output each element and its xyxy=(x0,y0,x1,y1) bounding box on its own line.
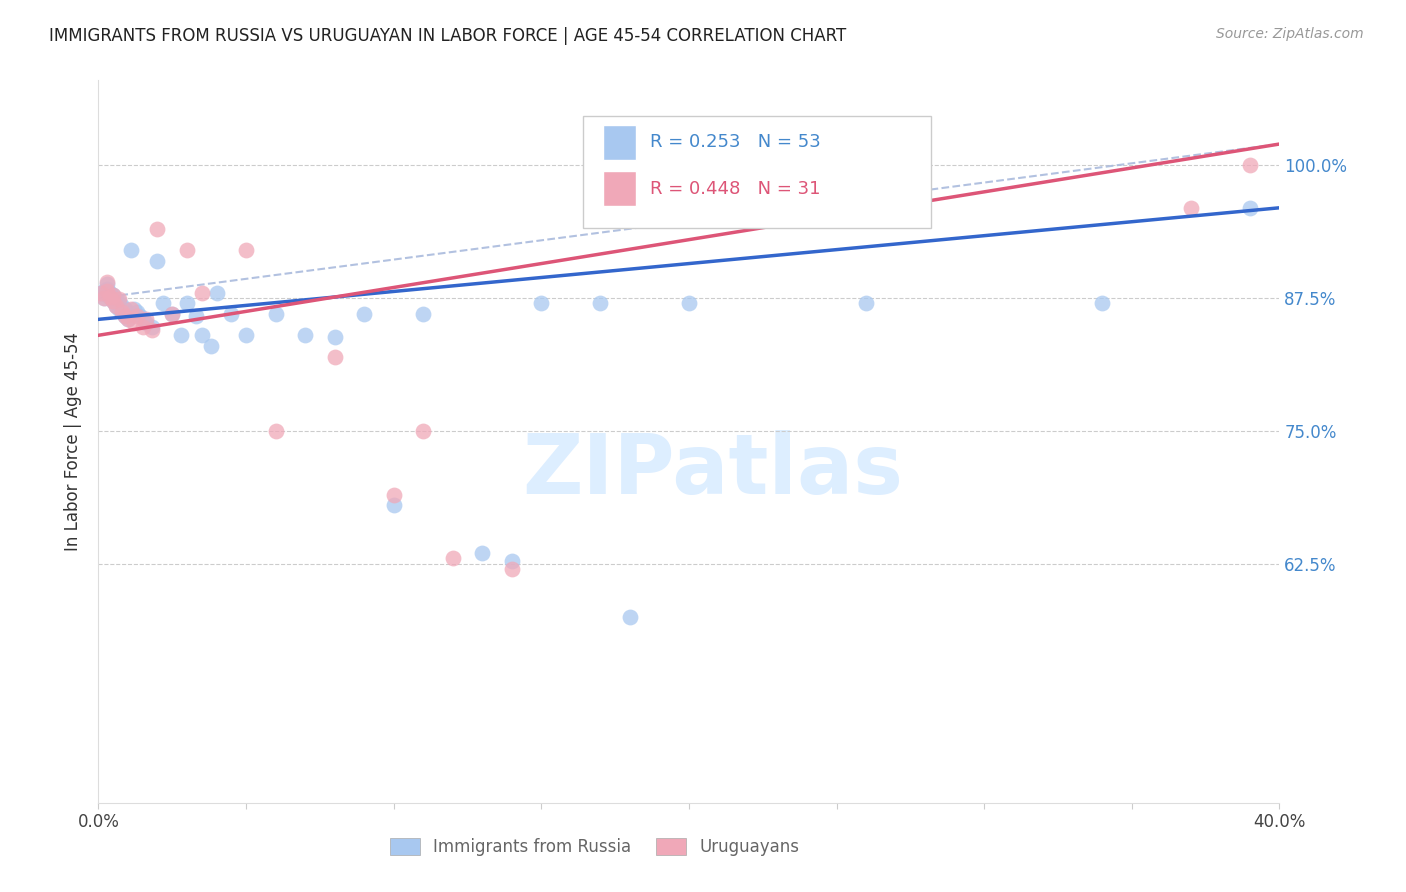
Point xyxy=(382,488,405,502)
Point xyxy=(589,296,612,310)
Point xyxy=(96,281,118,295)
Point xyxy=(146,222,169,236)
Point xyxy=(1239,158,1261,172)
Point xyxy=(108,292,131,306)
Point xyxy=(141,323,163,337)
Point xyxy=(235,244,257,258)
Point xyxy=(135,316,157,330)
Point xyxy=(125,305,148,319)
Point xyxy=(412,307,434,321)
Point xyxy=(678,296,700,310)
Point xyxy=(132,319,155,334)
Point xyxy=(176,296,198,310)
Text: Source: ZipAtlas.com: Source: ZipAtlas.com xyxy=(1216,27,1364,41)
Point xyxy=(90,285,112,300)
Point xyxy=(122,316,145,330)
Text: R = 0.448   N = 31: R = 0.448 N = 31 xyxy=(650,179,821,198)
Y-axis label: In Labor Force | Age 45-54: In Labor Force | Age 45-54 xyxy=(65,332,83,551)
FancyBboxPatch shape xyxy=(582,116,931,228)
Point xyxy=(264,307,287,321)
Point xyxy=(221,307,243,321)
Point xyxy=(103,294,125,309)
Point xyxy=(120,301,142,316)
Point xyxy=(96,277,118,292)
Point xyxy=(103,294,125,309)
Point xyxy=(191,328,214,343)
Point xyxy=(114,309,136,323)
Point xyxy=(93,284,115,298)
Point xyxy=(96,284,118,298)
Point xyxy=(412,424,434,438)
Point xyxy=(105,299,128,313)
Point xyxy=(1091,296,1114,310)
Point xyxy=(96,288,118,302)
Point xyxy=(105,299,128,313)
Point xyxy=(441,551,464,566)
Point xyxy=(111,305,134,319)
Point xyxy=(135,312,157,326)
Point xyxy=(1180,201,1202,215)
Point xyxy=(114,301,136,316)
Point xyxy=(98,285,121,300)
Point xyxy=(103,288,125,302)
Point xyxy=(235,328,257,343)
Legend: Immigrants from Russia, Uruguayans: Immigrants from Russia, Uruguayans xyxy=(382,831,806,863)
Point xyxy=(294,328,316,343)
Point xyxy=(200,339,222,353)
Point xyxy=(111,305,134,319)
Point xyxy=(353,307,375,321)
Point xyxy=(323,330,346,344)
FancyBboxPatch shape xyxy=(603,171,636,206)
Point xyxy=(323,350,346,364)
Text: IMMIGRANTS FROM RUSSIA VS URUGUAYAN IN LABOR FORCE | AGE 45-54 CORRELATION CHART: IMMIGRANTS FROM RUSSIA VS URUGUAYAN IN L… xyxy=(49,27,846,45)
Point xyxy=(132,312,155,326)
Point xyxy=(471,546,494,560)
Point xyxy=(93,291,115,305)
Point xyxy=(108,301,131,316)
Point xyxy=(176,244,198,258)
Point xyxy=(1239,201,1261,215)
Point xyxy=(152,296,174,310)
Point xyxy=(146,254,169,268)
Point xyxy=(264,424,287,438)
Point xyxy=(117,312,139,326)
FancyBboxPatch shape xyxy=(603,125,636,160)
Text: ZIPatlas: ZIPatlas xyxy=(522,430,903,511)
Point xyxy=(501,562,523,576)
Point xyxy=(98,290,121,304)
Point xyxy=(382,498,405,512)
Point xyxy=(117,305,139,319)
Point xyxy=(619,610,641,624)
Point xyxy=(501,553,523,567)
Point xyxy=(191,285,214,300)
Point xyxy=(103,288,125,302)
Point xyxy=(205,285,228,300)
Point xyxy=(141,319,163,334)
Point xyxy=(108,294,131,309)
Text: R = 0.253   N = 53: R = 0.253 N = 53 xyxy=(650,134,821,152)
Point xyxy=(93,291,115,305)
Point xyxy=(530,296,553,310)
Point xyxy=(162,307,183,321)
Point xyxy=(855,296,877,310)
Point xyxy=(125,309,148,323)
Point xyxy=(122,301,145,316)
Point xyxy=(184,309,207,323)
Point xyxy=(120,244,142,258)
Point xyxy=(90,285,112,300)
Point xyxy=(105,292,128,306)
Point xyxy=(111,299,134,313)
Point xyxy=(96,275,118,289)
Point xyxy=(128,309,150,323)
Point xyxy=(114,309,136,323)
Point xyxy=(117,312,139,326)
Point xyxy=(170,328,193,343)
Point xyxy=(162,307,183,321)
Point xyxy=(98,290,121,304)
